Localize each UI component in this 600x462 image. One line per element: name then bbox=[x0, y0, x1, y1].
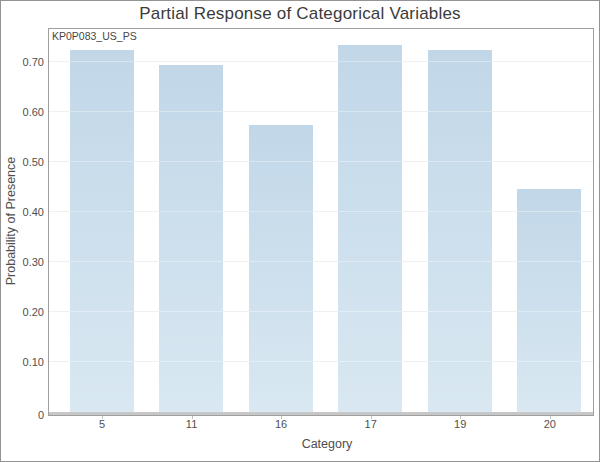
x-tick-mark bbox=[460, 416, 461, 420]
y-tick-label: 0 bbox=[1, 408, 44, 422]
chart-window: Partial Response of Categorical Variable… bbox=[0, 0, 600, 462]
series-label: KP0P083_US_PS bbox=[52, 30, 137, 42]
y-tick-label: 0.20 bbox=[1, 305, 44, 319]
bar-category-17[interactable] bbox=[338, 45, 402, 414]
bar-category-5[interactable] bbox=[70, 50, 134, 414]
x-tick-label: 5 bbox=[72, 418, 132, 430]
y-tick-label: 0.60 bbox=[1, 105, 44, 119]
bar-category-20[interactable] bbox=[517, 189, 581, 413]
gridline-overlay bbox=[49, 161, 593, 162]
y-tick-label: 0.70 bbox=[1, 55, 44, 69]
gridline-overlay bbox=[49, 111, 593, 112]
x-tick-label: 16 bbox=[251, 418, 311, 430]
gridline-overlay bbox=[49, 261, 593, 262]
x-tick-mark bbox=[281, 416, 282, 420]
x-axis-baseline bbox=[49, 412, 593, 415]
y-axis-title: Probability of Presence bbox=[4, 157, 18, 286]
x-tick-label: 19 bbox=[430, 418, 490, 430]
gridline-overlay bbox=[49, 361, 593, 362]
chart-title: Partial Response of Categorical Variable… bbox=[1, 3, 599, 25]
x-tick-mark bbox=[192, 416, 193, 420]
x-tick-label: 17 bbox=[341, 418, 401, 430]
x-tick-mark bbox=[102, 416, 103, 420]
gridline-overlay bbox=[49, 61, 593, 62]
bar-category-16[interactable] bbox=[249, 125, 313, 414]
gridline-overlay bbox=[49, 211, 593, 212]
gridline-overlay bbox=[49, 311, 593, 312]
x-tick-label: 20 bbox=[520, 418, 580, 430]
plot-inner bbox=[49, 29, 593, 415]
x-tick-mark bbox=[371, 416, 372, 420]
y-tick-label: 0.10 bbox=[1, 355, 44, 369]
bar-category-19[interactable] bbox=[428, 50, 492, 414]
x-tick-mark bbox=[550, 416, 551, 420]
plot-area: KP0P083_US_PS bbox=[48, 28, 594, 416]
x-axis-title: Category bbox=[54, 437, 600, 451]
x-tick-label: 11 bbox=[162, 418, 222, 430]
